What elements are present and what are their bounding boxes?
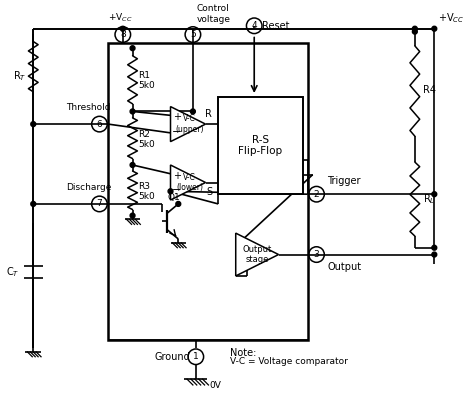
Text: +V$_{CC}$: +V$_{CC}$ [438, 11, 465, 25]
Text: −: − [172, 185, 182, 195]
Text: 6: 6 [97, 120, 102, 129]
Text: S: S [206, 187, 212, 197]
Circle shape [432, 245, 437, 250]
Text: +V$_{CC}$: +V$_{CC}$ [108, 11, 132, 24]
Text: R2: R2 [138, 130, 150, 139]
Circle shape [120, 26, 125, 31]
Polygon shape [236, 233, 279, 276]
Text: Note:: Note: [230, 348, 256, 358]
Text: 1: 1 [193, 352, 199, 361]
Text: 8: 8 [120, 30, 126, 39]
Text: Trigger: Trigger [327, 176, 361, 186]
Bar [218, 97, 303, 194]
Circle shape [130, 213, 135, 218]
Text: Output
stage: Output stage [243, 245, 272, 264]
Text: R: R [206, 109, 212, 119]
Text: R1: R1 [138, 72, 150, 80]
Circle shape [432, 26, 437, 31]
Text: Control
voltage: Control voltage [197, 4, 231, 24]
Circle shape [130, 162, 135, 168]
Text: Q1: Q1 [168, 193, 180, 202]
Polygon shape [171, 106, 206, 142]
Text: 4: 4 [251, 21, 257, 30]
Text: Discharge: Discharge [66, 183, 111, 192]
Text: 2: 2 [314, 190, 319, 199]
Text: R$_T$: R$_T$ [13, 70, 27, 83]
Text: 5k0: 5k0 [138, 81, 155, 90]
Text: 5: 5 [190, 30, 196, 39]
Text: 5k0: 5k0 [138, 192, 155, 201]
Circle shape [130, 46, 135, 51]
Text: 3: 3 [314, 250, 319, 259]
Text: R$_L$: R$_L$ [423, 192, 435, 206]
Text: R4: R4 [423, 84, 436, 94]
Circle shape [176, 202, 181, 206]
Text: −: − [172, 127, 182, 137]
Circle shape [130, 109, 135, 114]
Circle shape [168, 189, 173, 194]
Text: 7: 7 [97, 200, 102, 208]
Text: Threshold: Threshold [66, 104, 111, 112]
Circle shape [432, 252, 437, 257]
Text: V-C
(lower): V-C (lower) [176, 173, 203, 192]
Text: +: + [173, 112, 181, 122]
Text: R-S
Flip-Flop: R-S Flip-Flop [238, 135, 283, 156]
Text: 5k0: 5k0 [138, 140, 155, 148]
Text: V-C = Voltage comparator: V-C = Voltage comparator [230, 358, 348, 366]
Text: V-C
(upper): V-C (upper) [175, 114, 204, 134]
Text: C$_T$: C$_T$ [6, 265, 19, 279]
Text: Ground: Ground [154, 352, 190, 362]
Circle shape [191, 109, 195, 114]
Circle shape [432, 192, 437, 197]
Text: Reset: Reset [262, 21, 290, 31]
Bar [108, 43, 308, 340]
Polygon shape [171, 165, 206, 200]
Circle shape [31, 122, 36, 126]
Text: +: + [173, 170, 181, 180]
Text: Output: Output [327, 262, 361, 272]
Circle shape [412, 29, 417, 34]
Text: R3: R3 [138, 182, 150, 191]
Text: 0V: 0V [210, 381, 221, 390]
Circle shape [412, 26, 417, 31]
Circle shape [31, 202, 36, 206]
